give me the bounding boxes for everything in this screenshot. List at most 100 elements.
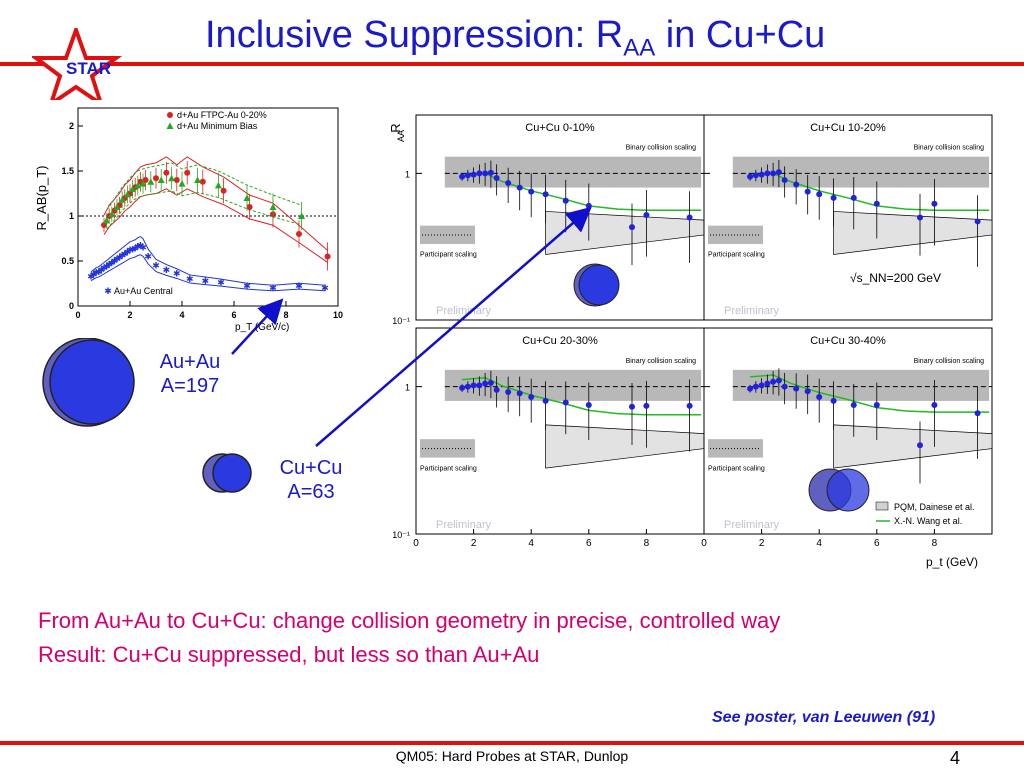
rab-chart: R_AB(p_T) p_T (GeV/c) 0 2 4 6 8 1000.511.52✱✱…: [34, 107, 343, 333]
raa-point: [752, 383, 759, 390]
rab-point: [142, 177, 149, 183]
raa-point: [816, 394, 823, 401]
rab-legend-label: d+Au Minimum Bias: [177, 121, 258, 131]
raa-ytick-label: 10⁻¹: [392, 316, 410, 326]
rab-point: ✱: [129, 244, 137, 254]
rab-point: [296, 231, 302, 237]
conclusion-line-2: Result: Cu+Cu suppressed, but less so th…: [38, 642, 540, 667]
raa-xtick-label: 6: [874, 538, 880, 549]
raa-point: [528, 188, 535, 195]
rab-xtick-label: 4: [179, 310, 184, 320]
rab-ytick-label: 2: [69, 121, 74, 131]
rab-point: ✱: [321, 283, 329, 293]
rab-ylabel: R_AB(p_T): [34, 165, 49, 230]
raa-point: [793, 181, 800, 188]
raa-point: [487, 379, 494, 386]
star-logo: STAR: [32, 28, 122, 100]
raa-point: [770, 170, 777, 177]
rab-point: [153, 175, 159, 182]
rab-point: ✱: [144, 252, 152, 262]
rab-point: [199, 178, 206, 185]
raa-ytick-label: 10⁻¹: [392, 530, 410, 540]
raa-point: [487, 169, 494, 176]
rab-legend-label: d+Au FTPC-Au 0-20%: [177, 110, 267, 120]
rab-point: ✱: [269, 283, 277, 293]
title-rule: [0, 62, 1024, 66]
raa-point: [476, 170, 483, 177]
participant-scaling-label: Participant scaling: [708, 465, 765, 472]
participant-scaling-label: Participant scaling: [420, 252, 477, 259]
participant-scaling-band: [708, 225, 763, 244]
rab-point: ✱: [100, 263, 108, 273]
raa-xtick-label: 0: [701, 538, 707, 549]
rab-point: ✱: [118, 251, 126, 261]
raa-point: [931, 200, 938, 207]
au-au-overlap-icon: [42, 338, 135, 427]
rab-point: [184, 169, 191, 176]
binary-scaling-label: Binary collision scaling: [914, 358, 985, 365]
raa-xtick-label: 8: [932, 538, 938, 549]
raa-xtick-label: 0: [413, 538, 419, 549]
rab-point: [157, 176, 165, 183]
raa-point: [482, 380, 489, 387]
rab-legend-marker: ✱: [104, 286, 112, 296]
raa-xlabel: p_t (GeV): [926, 555, 978, 569]
raa-xtick-label: 8: [644, 538, 650, 549]
footer-rule: [0, 741, 1024, 745]
raa-point: [629, 224, 635, 231]
rab-point: ✱: [134, 242, 142, 252]
binary-scaling-band: [732, 369, 990, 401]
rab-frame: [77, 107, 339, 307]
raa-point: [542, 397, 549, 404]
raa-panel-title: Cu+Cu 10-20%: [810, 122, 886, 134]
rab-point: ✱: [137, 241, 145, 251]
rab-point: ✱: [121, 249, 129, 259]
dau-minbias-band-upper: [106, 162, 302, 211]
raa-point: [470, 171, 477, 178]
raa-point: [850, 402, 857, 409]
rab-point: [324, 253, 331, 260]
rab-point: [298, 212, 306, 219]
binary-scaling-label: Binary collision scaling: [626, 358, 697, 365]
raa-xtick-label: 6: [586, 538, 592, 549]
raa-point: [459, 384, 466, 391]
rab-xtick-label: 8: [283, 310, 288, 320]
rab-point: ✱: [111, 256, 119, 266]
raa-point: [459, 173, 466, 180]
legend-wang-label: X.-N. Wang et al.: [894, 516, 962, 526]
rab-point: ✱: [152, 261, 160, 271]
rab-point: ✱: [98, 265, 106, 275]
raa-point: [775, 377, 782, 384]
rab-point: [123, 190, 131, 198]
raa-point: [830, 397, 837, 404]
raa-point: [585, 202, 592, 209]
raa-point: [917, 214, 923, 221]
rab-point: [163, 169, 170, 176]
rab-point: [118, 196, 126, 203]
raa-point: [873, 402, 880, 409]
rab-point: [147, 178, 155, 185]
rab-point: [173, 177, 180, 183]
rab-xtick-label: 2: [127, 310, 132, 320]
raa-point: [758, 382, 765, 389]
rab-point: [168, 174, 176, 182]
raa-point: [793, 385, 800, 392]
raa-point: [686, 214, 693, 221]
rab-point: [246, 204, 253, 210]
page-number: 4: [950, 748, 961, 768]
preliminary-label: Preliminary: [436, 519, 492, 531]
dau-minbias-band-lower: [106, 190, 302, 230]
raa-point: [830, 194, 837, 201]
rab-legend-marker: [167, 112, 173, 118]
rab-point: ✱: [113, 254, 121, 264]
rab-point: ✱: [87, 271, 95, 281]
raa-point: [505, 179, 512, 186]
rab-point: ✱: [295, 281, 303, 291]
raa-point: [781, 383, 788, 390]
raa-point: [747, 385, 754, 392]
raa-point: [974, 218, 981, 225]
pqm-band: [833, 211, 993, 255]
rab-legend-marker: [166, 122, 174, 129]
rab-point: ✱: [126, 245, 134, 255]
raa-point: [816, 191, 823, 198]
